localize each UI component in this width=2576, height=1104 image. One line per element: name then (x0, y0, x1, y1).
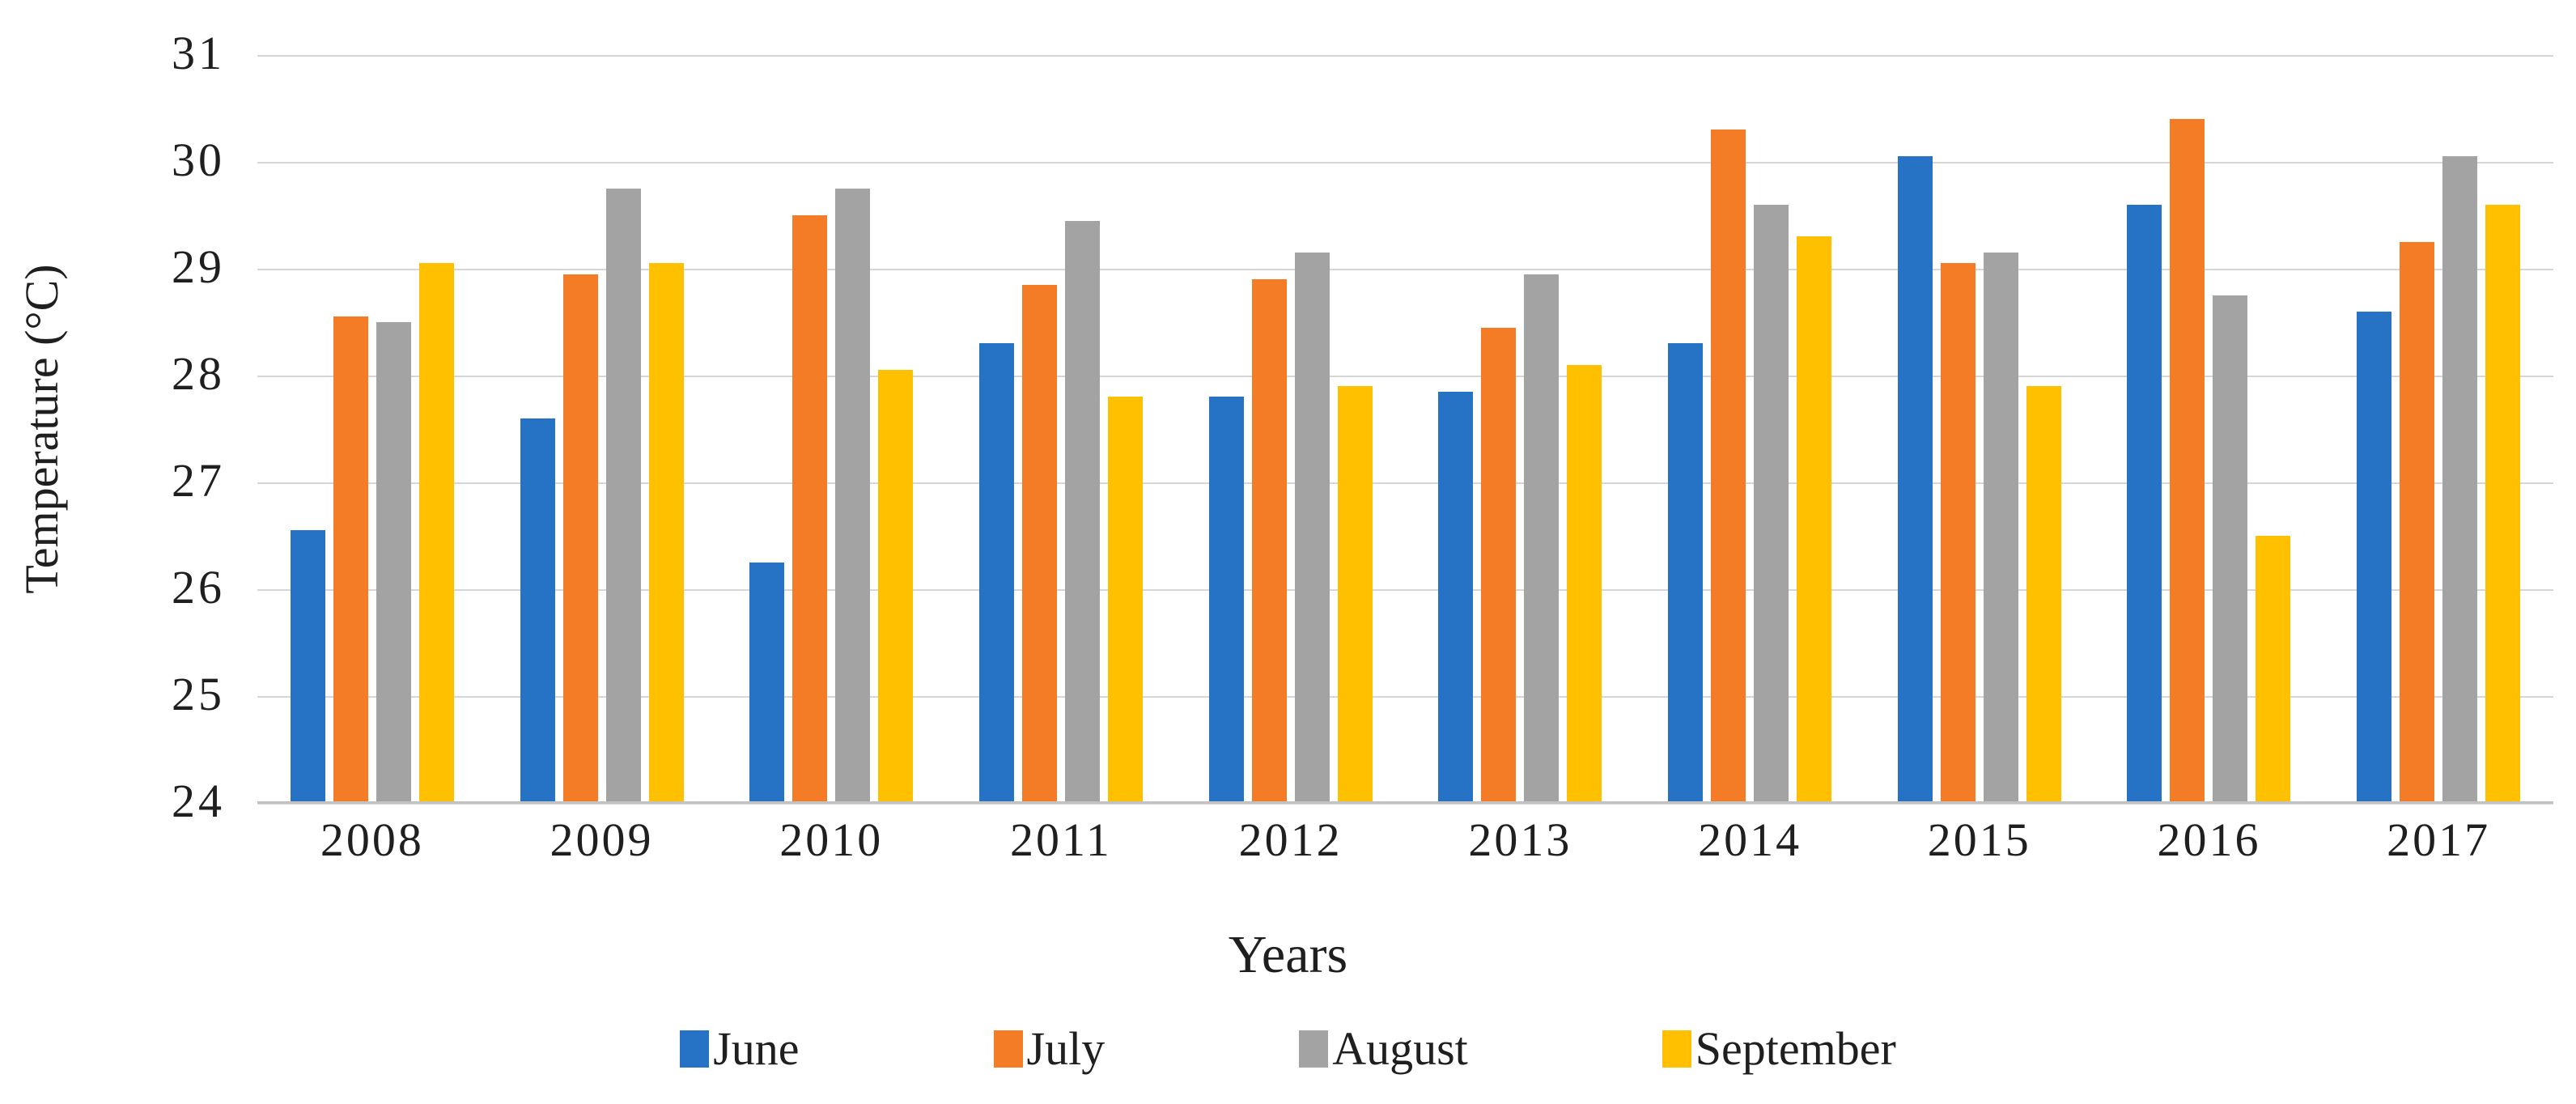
bar-group-2015 (1865, 55, 2094, 803)
bar-group-2012 (1176, 55, 1406, 803)
x-axis-tick-labels: 2008 2009 2010 2011 2012 2013 2014 2015 2016 2017 (257, 813, 2553, 867)
bar-group-2016 (2094, 55, 2324, 803)
bar-september-2015 (2026, 386, 2061, 803)
bar-september-2017 (2485, 204, 2521, 803)
bar-june-2013 (1438, 391, 1474, 803)
bar-september-2014 (1797, 236, 1832, 803)
bar-july-2016 (2170, 119, 2205, 803)
bar-june-2016 (2127, 204, 2162, 803)
y-tick-label: 26 (172, 560, 225, 614)
bar-july-2009 (562, 274, 598, 803)
legend-label-august: August (1332, 1022, 1468, 1075)
gridline (257, 482, 2553, 484)
y-tick-label: 25 (172, 667, 225, 720)
gridline (257, 376, 2553, 377)
bar-june-2015 (1897, 156, 1933, 803)
bar-july-2008 (333, 316, 368, 803)
bar-june-2014 (1668, 343, 1704, 803)
bar-june-2008 (290, 530, 325, 803)
x-tick-label-2010: 2010 (779, 813, 884, 866)
x-axis-title: Years (1228, 925, 1348, 984)
bar-group-2014 (1635, 55, 1865, 803)
x-tick-label-2013: 2013 (1468, 813, 1572, 866)
bar-group-2013 (1406, 55, 1636, 803)
bar-group-2009 (487, 55, 717, 803)
bar-september-2009 (648, 263, 684, 803)
bar-july-2010 (792, 215, 828, 803)
x-tick-label-2017: 2017 (2387, 813, 2491, 866)
y-tick-label: 31 (172, 26, 225, 79)
bar-july-2015 (1940, 263, 1975, 803)
y-tick-label: 28 (172, 346, 225, 400)
y-tick-label: 30 (172, 133, 225, 186)
legend-swatch-september (1661, 1030, 1691, 1068)
bar-august-2012 (1294, 253, 1330, 803)
x-tick-label-2016: 2016 (2157, 813, 2261, 866)
x-axis-line (257, 801, 2553, 804)
gridline (257, 55, 2553, 57)
bar-group-2010 (716, 55, 946, 803)
bar-groups (257, 55, 2553, 803)
bar-august-2016 (2213, 295, 2248, 803)
bar-july-2013 (1481, 327, 1517, 803)
bar-august-2015 (1983, 253, 2018, 803)
legend-item-september: September (1661, 1021, 1896, 1076)
bar-august-2017 (2442, 156, 2478, 803)
y-tick-label: 29 (172, 240, 225, 293)
bar-group-2017 (2323, 55, 2553, 803)
gridline (257, 803, 2553, 805)
bar-july-2011 (1021, 284, 1057, 803)
legend-label-september: September (1695, 1022, 1896, 1075)
x-tick-label-2015: 2015 (1927, 813, 2031, 866)
bar-september-2011 (1107, 397, 1143, 803)
bar-june-2012 (1208, 397, 1244, 803)
bar-august-2014 (1754, 204, 1789, 803)
legend-item-june: June (680, 1021, 800, 1076)
legend-item-july: July (993, 1021, 1106, 1076)
bar-june-2011 (978, 343, 1014, 803)
x-tick-label-2014: 2014 (1698, 813, 1802, 866)
bar-june-2017 (2357, 311, 2392, 803)
bar-september-2010 (878, 370, 914, 803)
y-tick-label: 24 (172, 774, 225, 827)
bar-september-2016 (2256, 536, 2291, 803)
x-tick-label-2012: 2012 (1238, 813, 1343, 866)
x-tick-label-2008: 2008 (320, 813, 424, 866)
legend-swatch-june (680, 1030, 710, 1068)
legend: June July August September (0, 1021, 2576, 1076)
plot-area (257, 55, 2553, 805)
bar-august-2010 (835, 189, 871, 803)
bar-august-2008 (376, 322, 411, 803)
bar-june-2010 (749, 563, 785, 803)
bar-group-2011 (946, 55, 1176, 803)
bar-june-2009 (520, 418, 555, 803)
gridline (257, 696, 2553, 698)
y-axis-title: Temperature (°C) (15, 264, 68, 594)
y-tick-label: 27 (172, 453, 225, 507)
bar-september-2012 (1337, 386, 1373, 803)
legend-swatch-august (1299, 1030, 1329, 1068)
bar-july-2014 (1711, 130, 1746, 803)
legend-label-july: July (1026, 1022, 1106, 1075)
x-tick-label-2011: 2011 (1010, 813, 1112, 866)
gridline (257, 162, 2553, 163)
bar-august-2011 (1064, 220, 1100, 803)
bar-group-2008 (257, 55, 487, 803)
gridline (257, 269, 2553, 270)
bar-august-2009 (605, 189, 641, 803)
gridline (257, 589, 2553, 591)
legend-label-june: June (713, 1022, 800, 1075)
bar-august-2013 (1524, 274, 1560, 803)
bar-september-2008 (418, 263, 454, 803)
legend-swatch-july (993, 1030, 1023, 1068)
x-tick-label-2009: 2009 (550, 813, 654, 866)
bar-july-2017 (2400, 242, 2435, 803)
bar-september-2013 (1567, 364, 1602, 803)
legend-item-august: August (1299, 1021, 1468, 1076)
bar-july-2012 (1251, 279, 1287, 803)
